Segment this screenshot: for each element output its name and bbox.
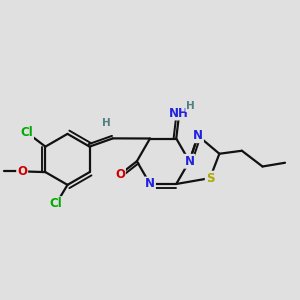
Text: N: N bbox=[184, 155, 194, 168]
Text: H: H bbox=[186, 101, 195, 111]
Text: Cl: Cl bbox=[50, 197, 63, 210]
Text: N: N bbox=[193, 129, 203, 142]
Text: O: O bbox=[17, 165, 27, 178]
Text: O: O bbox=[115, 168, 125, 181]
Text: N: N bbox=[145, 178, 155, 190]
Text: NH: NH bbox=[169, 106, 189, 119]
Text: Cl: Cl bbox=[20, 126, 33, 139]
Text: H: H bbox=[102, 118, 110, 128]
Text: S: S bbox=[206, 172, 214, 184]
